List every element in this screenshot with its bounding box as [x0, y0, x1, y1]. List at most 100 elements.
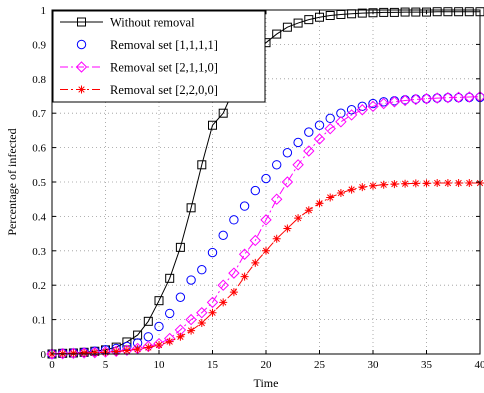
legend-marker	[77, 17, 86, 27]
data-point	[46, 348, 58, 360]
data-point	[454, 7, 464, 17]
data-point	[217, 279, 229, 291]
data-point	[121, 344, 133, 356]
data-point	[388, 96, 401, 108]
data-point	[131, 342, 144, 355]
data-point	[454, 179, 463, 188]
data-point	[346, 105, 357, 115]
data-point	[356, 104, 369, 116]
y-axis-label: Percentage of infected	[5, 128, 19, 235]
data-point	[379, 97, 389, 107]
legend-item: Without removal	[60, 16, 195, 30]
data-point	[208, 120, 217, 130]
data-point	[358, 183, 367, 192]
data-point	[303, 145, 315, 157]
data-point	[143, 316, 153, 326]
legend-item: Removal set [1,1,1,1]	[76, 38, 218, 52]
data-point	[122, 337, 132, 347]
legend-label: Without removal	[110, 16, 195, 30]
data-point	[110, 345, 122, 357]
data-point	[186, 275, 196, 285]
data-point	[249, 234, 262, 247]
data-point	[90, 348, 99, 357]
data-point	[379, 180, 388, 189]
y-tick-label: 0.7	[32, 108, 46, 120]
data-point	[218, 108, 228, 118]
data-point	[282, 22, 292, 32]
data-point	[272, 160, 282, 170]
legend-item: Removal set [2,1,1,0]	[60, 61, 218, 75]
y-tick-label: 1	[41, 5, 47, 17]
x-tick-label: 10	[154, 359, 166, 371]
data-point	[281, 176, 294, 188]
data-point	[324, 122, 336, 135]
data-point	[197, 319, 206, 328]
data-point	[292, 159, 304, 171]
data-point	[260, 214, 272, 226]
data-point	[410, 93, 422, 106]
y-tick-label: 0.5	[32, 177, 46, 189]
data-point	[78, 347, 90, 359]
data-point	[443, 179, 452, 188]
legend-marker	[75, 61, 88, 73]
data-point	[218, 230, 228, 241]
data-point	[325, 11, 335, 21]
data-point	[80, 348, 89, 357]
data-point	[377, 97, 390, 110]
data-point	[208, 308, 217, 317]
y-tick-label: 0.2	[32, 280, 46, 292]
data-point	[345, 109, 358, 121]
x-tick-label: 30	[368, 359, 380, 371]
data-point	[99, 346, 112, 358]
data-point	[238, 248, 251, 260]
data-point	[336, 189, 345, 198]
data-point	[411, 7, 421, 17]
x-tick-label: 20	[261, 359, 273, 371]
data-point	[176, 332, 185, 341]
data-point	[442, 92, 454, 104]
data-point	[422, 7, 431, 17]
data-point	[89, 346, 101, 359]
y-tick-label: 0.4	[32, 211, 46, 223]
legend-marker	[77, 85, 86, 94]
x-tick-label: 35	[421, 359, 433, 371]
legend-label: Removal set [2,2,0,0]	[110, 83, 218, 97]
data-point	[464, 7, 474, 17]
data-point	[262, 246, 270, 255]
y-tick-label: 0.1	[32, 315, 46, 327]
data-point	[399, 94, 411, 107]
data-point	[325, 113, 335, 124]
data-point	[165, 337, 174, 346]
data-point	[122, 346, 131, 355]
data-point	[175, 292, 186, 302]
data-point	[67, 347, 80, 360]
data-point	[69, 349, 78, 358]
data-point	[197, 265, 207, 275]
data-point	[422, 179, 431, 188]
data-point	[240, 272, 249, 281]
data-point	[433, 179, 442, 188]
data-point	[432, 7, 442, 17]
legend-marker	[76, 39, 87, 50]
data-point	[314, 120, 325, 130]
data-point	[420, 93, 433, 105]
data-point	[313, 133, 326, 145]
series-2	[46, 90, 484, 360]
data-point	[185, 313, 197, 326]
legend-box	[52, 10, 266, 103]
data-point	[229, 288, 238, 297]
data-point	[133, 345, 142, 354]
data-point	[304, 15, 314, 25]
x-tick-label: 15	[207, 359, 219, 371]
y-tick-label: 0.3	[32, 246, 46, 258]
data-point	[155, 341, 163, 350]
data-point	[368, 8, 378, 18]
data-point	[294, 214, 303, 223]
data-point	[293, 137, 303, 148]
data-point	[463, 91, 476, 103]
data-point	[229, 215, 239, 225]
data-point	[452, 91, 465, 104]
data-point	[165, 308, 175, 319]
data-point	[431, 92, 443, 104]
